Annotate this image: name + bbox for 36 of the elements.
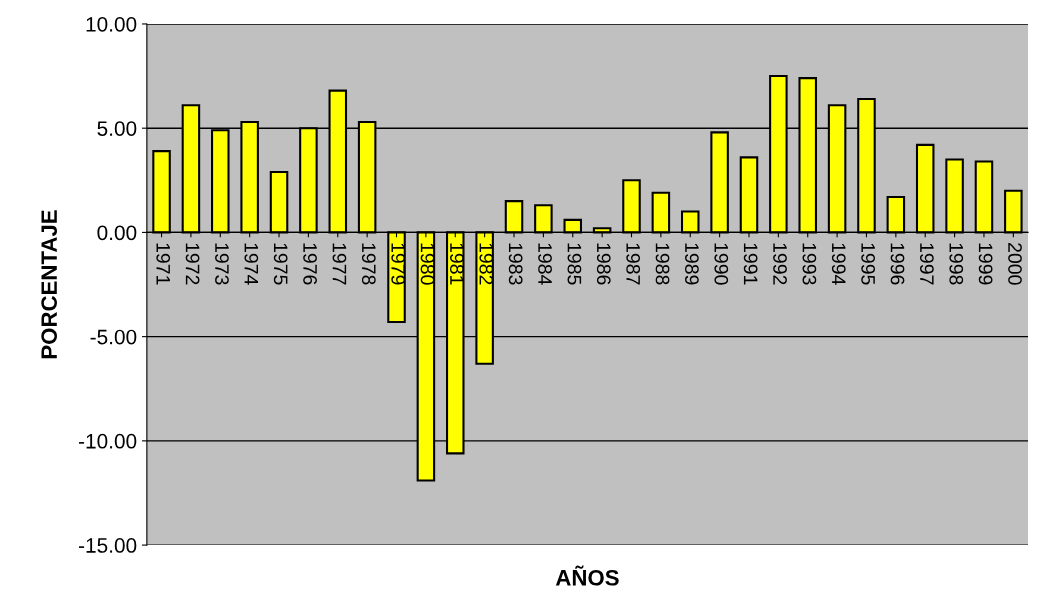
x-tick-label: 1997 [920,243,934,285]
y-tick-label: -10.00 [79,433,137,449]
x-tick-label: 1992 [773,243,787,285]
x-tick-label: 1995 [861,243,876,285]
x-tick-label: 1999 [978,243,993,285]
y-tick-label: -15.00 [79,538,137,553]
x-tick-label: 1974 [244,243,259,285]
x-tick-label: 1977 [332,243,347,285]
x-tick-label: 2000 [1008,243,1022,285]
x-tick-label: 1994 [831,243,846,285]
x-tick-label: 1980 [420,243,435,285]
x-tick-label: 1993 [802,243,817,285]
x-tick-label: 1975 [273,243,288,285]
x-tick-label: 1985 [567,243,582,285]
x-tick-label: 1976 [303,243,317,285]
x-tick-label: 1983 [508,243,523,285]
y-tick-label: 10.00 [86,16,137,32]
x-tick-label: 1987 [626,243,641,285]
x-tick-label: 1981 [450,243,464,285]
y-tick-label: 5.00 [97,121,137,136]
x-tick-label: 1988 [655,243,670,285]
x-tick-label: 1973 [215,243,229,285]
x-tick-label: 1972 [185,243,200,285]
x-tick-label: 1998 [949,243,964,285]
x-tick-label: 1996 [890,243,905,285]
x-tick-label: 1986 [596,243,611,285]
y-tick-label: -5.00 [90,329,137,345]
x-tick-label: 1978 [361,243,376,285]
x-tick-label: 1991 [743,243,758,285]
x-tick-label: 1990 [714,243,729,285]
x-tick-label: 1989 [685,243,699,285]
y-tick-label: 0.00 [97,225,137,241]
x-tick-label: 1984 [538,243,552,285]
x-tick-label: 1971 [156,243,171,285]
x-axis-title: AÑOS [555,565,619,586]
y-axis-title: PORCENTAJE [41,210,58,359]
